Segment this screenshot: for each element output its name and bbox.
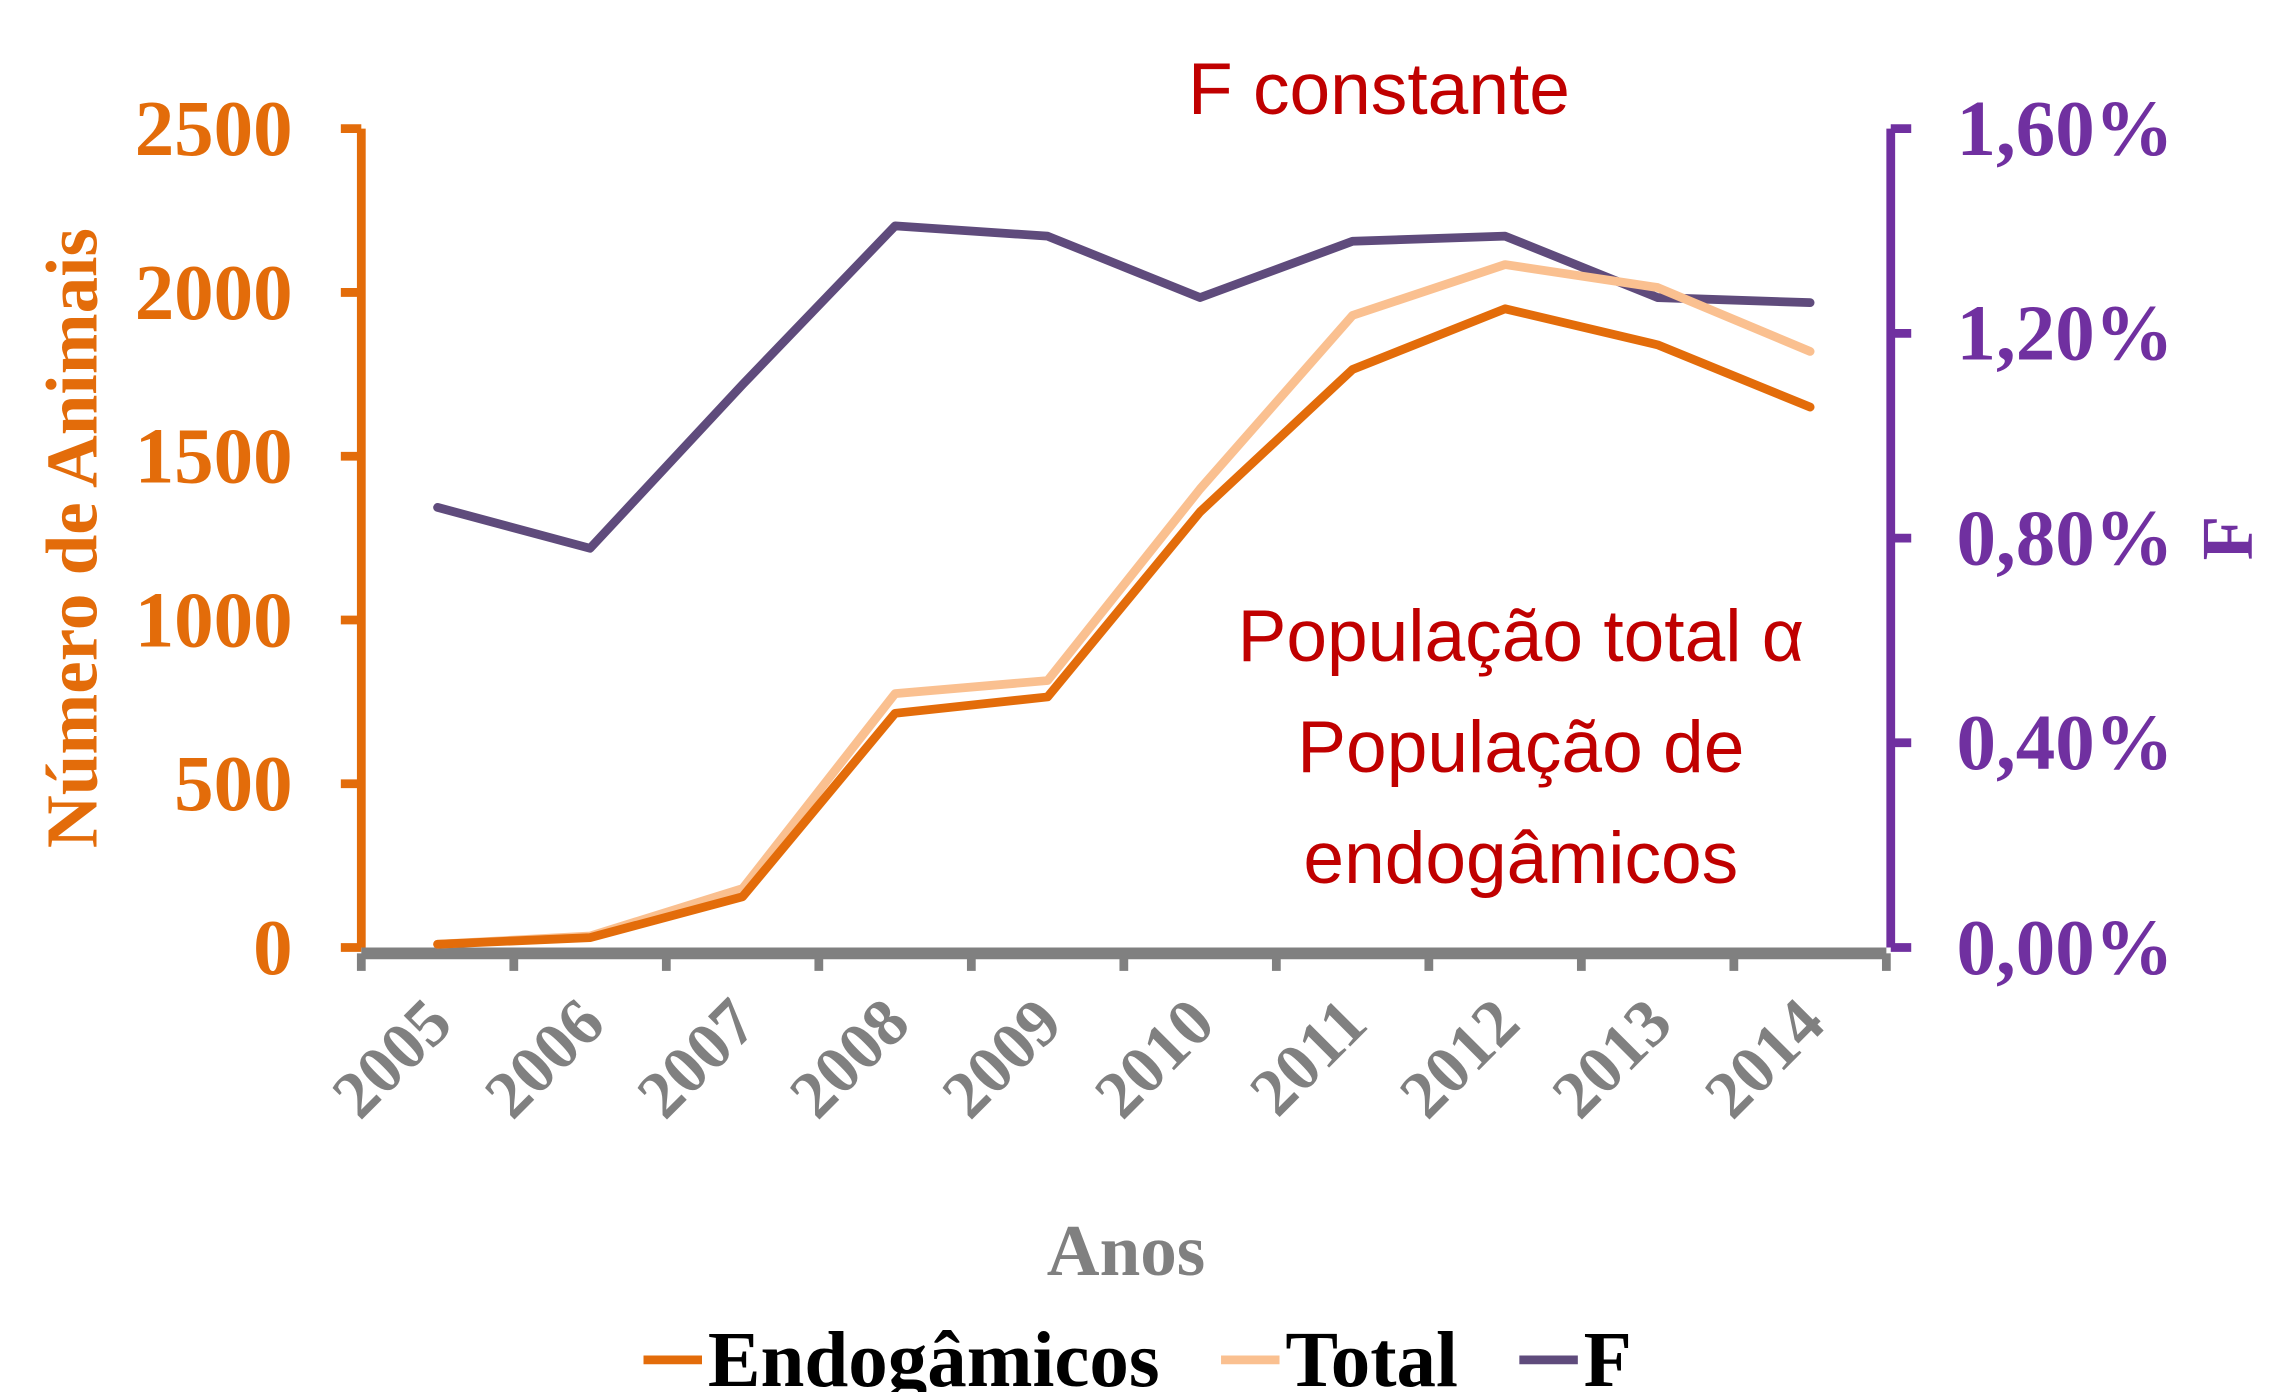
y2-tick-label: 0,40%	[1957, 700, 2174, 787]
annotation: F constante	[1188, 49, 1570, 130]
x-tick-label: 2007	[623, 984, 771, 1132]
y-tick-label: 1000	[135, 577, 293, 664]
x-tick-label: 2005	[318, 984, 466, 1132]
y-tick-label: 2000	[135, 250, 293, 337]
annotation: endogâmicos	[1303, 818, 1738, 899]
y-tick-label: 1500	[135, 414, 293, 501]
y2-axis-title: F	[2187, 516, 2268, 561]
legend-label: Total	[1285, 1317, 1458, 1392]
legend-label: F	[1584, 1317, 1632, 1392]
y2-tick-label: 0,00%	[1957, 905, 2174, 992]
y2-tick-label: 0,80%	[1957, 495, 2174, 582]
series-line	[433, 221, 1815, 553]
x-tick-label: 2008	[775, 984, 923, 1132]
annotation: População total α	[1238, 596, 1804, 677]
series-line	[433, 260, 1815, 949]
y2-tick-label: 1,60%	[1957, 86, 2174, 173]
legend: Endogâmicos Total F	[643, 1317, 1632, 1392]
x-tick-label: 2011	[1235, 984, 1381, 1130]
y2-tick-label: 1,20%	[1957, 291, 2174, 378]
x-tick-label: 2014	[1690, 984, 1838, 1132]
y-tick-label: 0	[253, 905, 292, 992]
series-line	[433, 304, 1815, 949]
x-tick-label: 2006	[470, 984, 618, 1132]
x-tick-label: 2013	[1538, 984, 1686, 1132]
x-tick-label: 2009	[928, 984, 1076, 1132]
y-tick-label: 500	[174, 741, 292, 828]
x-tick-label: 2012	[1385, 984, 1533, 1132]
x-tick-label: 2010	[1080, 984, 1228, 1132]
x-axis-title: Anos	[1047, 1210, 1205, 1291]
y-tick-label: 2500	[135, 86, 293, 173]
y-axis-title: Número de Animais	[32, 228, 113, 848]
legend-label: Endogâmicos	[708, 1317, 1160, 1392]
annotation: População de	[1297, 707, 1744, 788]
